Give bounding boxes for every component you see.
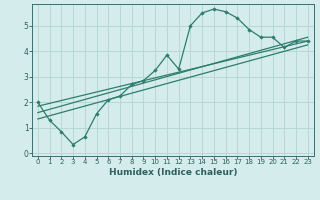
X-axis label: Humidex (Indice chaleur): Humidex (Indice chaleur)	[108, 168, 237, 177]
